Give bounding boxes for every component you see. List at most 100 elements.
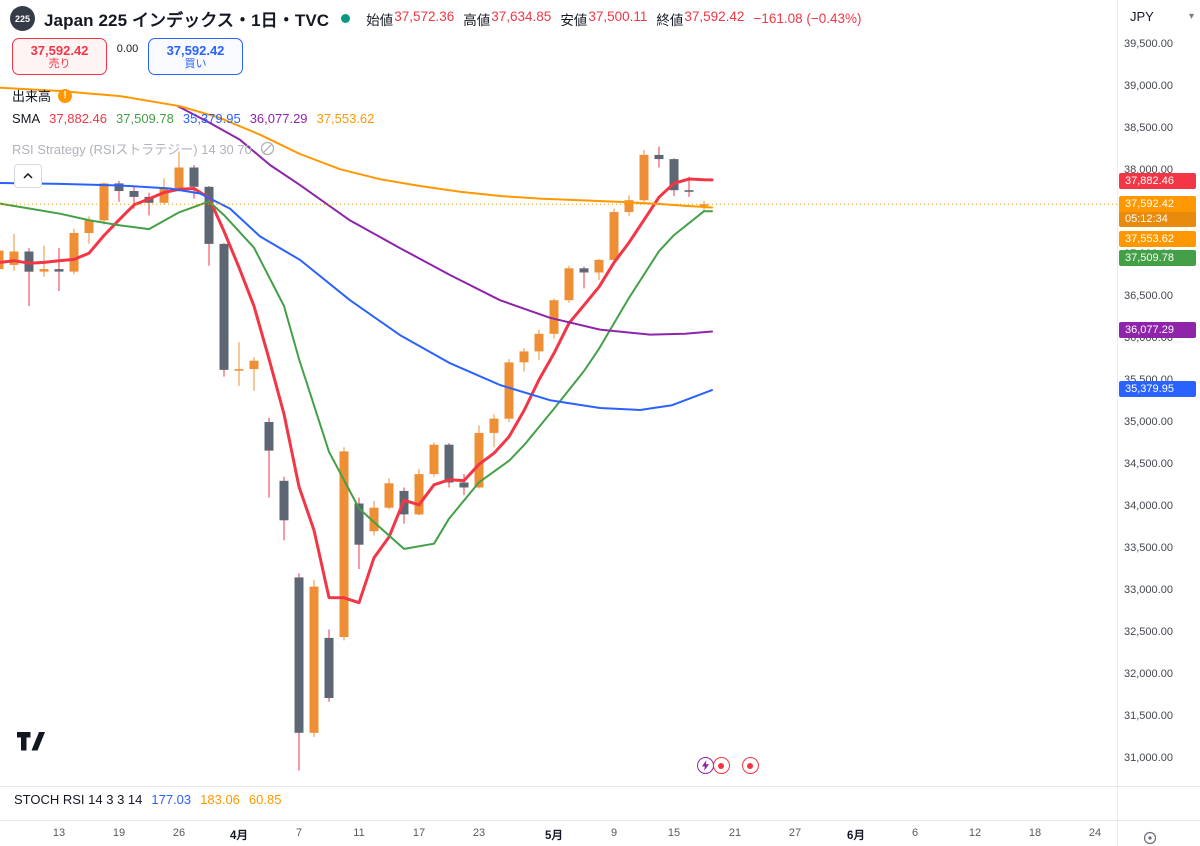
event-dot-icon[interactable]	[712, 757, 730, 774]
sma-label: SMA	[12, 111, 41, 126]
time-tick: 23	[472, 827, 486, 839]
price-tick: 36,500.00	[1124, 290, 1173, 302]
market-status-dot[interactable]	[341, 14, 351, 23]
price-badge-value: 35,379.95	[1125, 383, 1174, 395]
change-value: −161.08 (−0.43%)	[753, 11, 862, 26]
stoch-rsi-values: 177.03 183.06 60.85	[151, 792, 281, 807]
sma-purple	[177, 105, 713, 336]
candle-body	[669, 159, 679, 191]
price-tick: 33,000.00	[1124, 584, 1173, 596]
candle-body	[654, 154, 664, 160]
candle-body	[249, 360, 259, 370]
candle-body	[174, 167, 184, 189]
price-badge[interactable]: 37,509.78	[1119, 250, 1196, 266]
volume-label: 出来高	[12, 89, 52, 104]
candle-body	[54, 269, 64, 272]
price-tick: 34,000.00	[1124, 500, 1173, 512]
price-badge[interactable]: 35,379.95	[1119, 381, 1196, 397]
volume-warning-icon[interactable]: !	[58, 88, 73, 103]
open-value: 37,572.36	[394, 8, 455, 24]
price-tick: 33,500.00	[1124, 542, 1173, 554]
sma-value: 37,509.78	[116, 111, 174, 126]
scroll-to-recent-icon[interactable]	[1142, 830, 1158, 846]
price-badge[interactable]: 36,077.29	[1119, 322, 1196, 338]
candle-body	[609, 212, 619, 260]
price-tick: 35,000.00	[1124, 416, 1173, 428]
price-badge-value: 36,077.29	[1125, 324, 1174, 336]
candle-body	[534, 333, 544, 352]
candle-body	[549, 300, 559, 334]
rsi-strategy-legend[interactable]: RSI Strategy (RSIストラテジー) 14 30 70	[12, 139, 276, 158]
sell-button[interactable]: 37,592.42 売り	[12, 38, 107, 75]
candle-body	[294, 577, 304, 733]
candle-body	[324, 637, 334, 698]
volume-legend[interactable]: 出来高 !	[12, 86, 73, 105]
sell-label: 売り	[48, 57, 71, 70]
stoch-rsi-legend[interactable]: STOCH RSI 14 3 3 14 177.03 183.06 60.85	[14, 792, 281, 807]
candle-body	[339, 451, 349, 637]
price-badge[interactable]: 37,553.62	[1119, 231, 1196, 247]
low-value: 37,500.11	[588, 8, 648, 24]
high-value: 37,634.85	[491, 8, 552, 24]
sma-values: 37,882.46 37,509.78 35,379.95 36,077.29 37,5…	[49, 111, 374, 126]
price-tick: 31,000.00	[1124, 752, 1173, 764]
price-tick: 34,500.00	[1124, 458, 1173, 470]
buy-label: 買い	[184, 57, 207, 70]
stoch-rsi-value: 177.03	[151, 792, 192, 807]
time-tick: 19	[112, 827, 126, 839]
eye-slash-icon[interactable]	[259, 140, 276, 157]
time-tick: 26	[172, 827, 186, 839]
price-axis-separator	[1117, 0, 1118, 846]
symbol-logo[interactable]: 225	[10, 6, 35, 31]
close-value: 37,592.42	[684, 8, 745, 24]
time-tick: 12	[968, 827, 982, 839]
event-dot-icon[interactable]	[741, 757, 759, 774]
candle-body	[414, 474, 424, 515]
time-axis-separator	[0, 820, 1200, 821]
tradingview-logo[interactable]	[16, 728, 46, 755]
price-badge[interactable]: 37,882.46	[1119, 173, 1196, 189]
time-tick: 4月	[230, 830, 248, 842]
price-tick: 39,500.00	[1124, 38, 1173, 50]
time-tick: 17	[412, 827, 426, 839]
time-tick: 7	[295, 827, 303, 839]
candle-body	[159, 188, 169, 203]
time-tick: 6	[911, 827, 919, 839]
symbol-title[interactable]: Japan 225 インデックス・1日・TVC	[44, 11, 330, 30]
sell-price: 37,592.42	[30, 42, 89, 58]
candle-body	[234, 369, 244, 371]
chevron-up-icon	[23, 173, 33, 179]
candle-body	[39, 269, 49, 272]
stoch-rsi-value: 60.85	[248, 792, 282, 807]
candle-body	[459, 482, 469, 488]
sma-value: 35,379.95	[182, 111, 241, 126]
candle-body	[564, 268, 574, 301]
candle-body	[204, 186, 214, 244]
candle-body	[69, 233, 79, 272]
candle-body	[9, 251, 19, 265]
time-axis[interactable]: 13 19 26 4月 7 11 17 23 5月 9 15 21 27 6月 6 12 18 24	[0, 821, 1117, 846]
candle-body	[699, 204, 709, 206]
sma-green	[0, 200, 713, 550]
candle-body	[309, 586, 319, 733]
chevron-down-icon: ▾	[1188, 11, 1194, 22]
candle-body	[219, 243, 229, 370]
price-tick: 32,500.00	[1124, 626, 1173, 638]
time-tick: 13	[52, 827, 66, 839]
event-lightning-icon[interactable]	[696, 757, 714, 774]
currency-selector[interactable]: JPY ▾	[1130, 9, 1194, 24]
sma-value: 36,077.29	[249, 111, 308, 126]
time-tick: 6月	[847, 830, 865, 842]
buy-button[interactable]: 37,592.42 買い	[148, 38, 243, 75]
price-badge-value: 37,553.62	[1125, 233, 1174, 245]
collapse-pane-button[interactable]	[14, 164, 42, 188]
candle-body	[504, 362, 514, 419]
rsi-strategy-label: RSI Strategy (RSIストラテジー) 14 30 70	[12, 142, 252, 157]
price-axis[interactable]: 39,500.0039,000.0038,500.0038,000.0037,5…	[1118, 0, 1200, 820]
candlestick-chart[interactable]	[0, 0, 1117, 818]
candle-body	[264, 422, 274, 451]
price-badge[interactable]: 37,592.42 05:12:34	[1119, 196, 1196, 227]
pane-separator[interactable]	[0, 786, 1200, 787]
sma-legend[interactable]: SMA 37,882.46 37,509.78 35,379.95 36,077.29…	[12, 111, 374, 126]
